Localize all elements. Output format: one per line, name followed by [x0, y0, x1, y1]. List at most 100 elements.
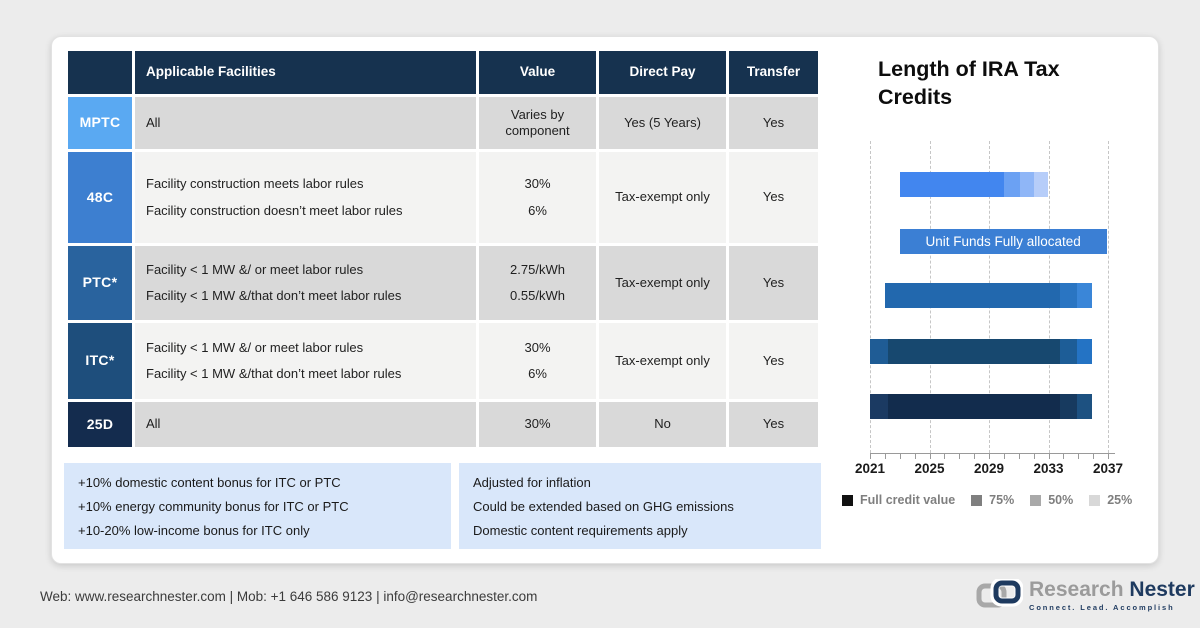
facility-line: All	[146, 114, 161, 130]
legend-label: 75%	[989, 493, 1015, 507]
axis-tick	[974, 453, 976, 459]
value-line: 30%	[524, 339, 551, 355]
facilities-cell: All	[135, 402, 476, 447]
row-label: ITC*	[68, 323, 132, 399]
facility-line: Facility < 1 MW &/ or meet labor rules	[146, 261, 364, 277]
value-line: 6%	[528, 202, 547, 218]
bar-segment-full	[899, 172, 1004, 197]
note-line: Could be extended based on GHG emissions	[473, 498, 734, 514]
axis-tick	[1078, 453, 1080, 459]
bar-segment-full	[884, 283, 1061, 308]
value-line: 30%	[524, 176, 551, 192]
axis-tick	[959, 453, 961, 459]
legend-label: Full credit value	[860, 493, 956, 507]
bar-segment-75%	[1060, 394, 1077, 419]
axis-year-label: 2029	[973, 461, 1005, 476]
value-cell: 30% 6%	[479, 323, 596, 399]
facilities-cell: Facility < 1 MW &/ or meet labor rules Fa…	[135, 246, 476, 320]
column-header: Direct Pay	[599, 51, 726, 94]
facility-line: Facility construction doesn’t meet labor…	[146, 202, 403, 218]
axis-tick	[1063, 453, 1065, 459]
axis-tick	[884, 453, 886, 459]
x-axis-line	[870, 453, 1115, 454]
note-line: +10-20% low-income bonus for ITC only	[78, 522, 310, 538]
note-line: Adjusted for inflation	[473, 474, 591, 490]
facility-line: Facility < 1 MW &/ or meet labor rules	[146, 339, 364, 355]
axis-tick	[1018, 453, 1020, 459]
research-nester-logo: Research Nester Connect. Lead. Accomplis…	[975, 577, 1195, 615]
direct-pay-cell: Tax-exempt only	[599, 323, 726, 399]
credit-bar-mptc	[899, 172, 1049, 197]
bar-segment-full	[899, 229, 1107, 254]
bar-inner-label: Unit Funds Fully allocated	[925, 234, 1081, 249]
axis-tick	[914, 453, 916, 459]
axis-tick	[899, 453, 901, 459]
gridline	[870, 141, 871, 453]
credit-bar-48c: Unit Funds Fully allocated	[899, 229, 1107, 254]
transfer-cell: Yes	[729, 323, 818, 399]
chain-links-icon	[975, 577, 1024, 615]
legend-item: 50%	[1030, 493, 1073, 507]
row-label: 48C	[68, 152, 132, 243]
bar-segment-phase-in	[870, 339, 888, 364]
value-cell: 30% 6%	[479, 152, 596, 243]
legend-swatch	[971, 494, 983, 506]
transfer-cell: Yes	[729, 246, 818, 320]
gridline	[1108, 141, 1109, 453]
facility-line: Facility < 1 MW &/that don’t meet labor …	[146, 366, 402, 381]
value-line: 6%	[528, 366, 547, 381]
bar-segment-25%	[1033, 172, 1049, 197]
logo-text: Research Nester Connect. Lead. Accomplis…	[1029, 579, 1195, 612]
axis-tick	[1093, 453, 1095, 459]
note-line: +10% energy community bonus for ITC or P…	[78, 498, 349, 514]
axis-year-label: 2021	[854, 461, 886, 476]
logo-word-research: Research	[1029, 578, 1124, 601]
facility-line: Facility construction meets labor rules	[146, 176, 364, 192]
bar-segment-75%	[1003, 172, 1021, 197]
legend-item: Full credit value	[842, 493, 955, 507]
note-line: Domestic content requirements apply	[473, 522, 688, 538]
table-row: 25D All 30% No Yes	[68, 402, 818, 447]
credit-bar-itc	[870, 339, 1092, 364]
logo-wordmark: Research Nester	[1029, 579, 1195, 600]
direct-pay-cell: Yes (5 Years)	[599, 97, 726, 149]
legend-item: 25%	[1089, 493, 1132, 507]
chart-legend: Full credit value 75% 50% 25%	[842, 493, 1132, 507]
legend-item: 75%	[971, 493, 1014, 507]
value-line: Varies by component	[505, 106, 570, 138]
legend-label: 50%	[1048, 493, 1074, 507]
transfer-cell: Yes	[729, 402, 818, 447]
axis-year-label: 2025	[914, 461, 945, 476]
logo-tagline: Connect. Lead. Accomplish	[1029, 603, 1175, 612]
direct-pay-cell: No	[599, 402, 726, 447]
column-header: Transfer	[729, 51, 818, 94]
logo-word-nester: Nester	[1129, 578, 1195, 601]
facility-line: All	[146, 416, 161, 432]
bar-segment-50%	[1076, 394, 1092, 419]
note-line: +10% domestic content bonus for ITC or P…	[78, 474, 341, 490]
facilities-cell: All	[135, 97, 476, 149]
value-line: 2.75/kWh	[510, 261, 565, 277]
axis-tick	[989, 453, 990, 459]
chart-plot: 2021 2025 2029 2033 2037 Unit Funds Fully all…	[855, 141, 1123, 481]
row-label: 25D	[68, 402, 132, 447]
direct-pay-cell: Tax-exempt only	[599, 152, 726, 243]
column-header: Value	[479, 51, 596, 94]
bar-segment-full	[887, 339, 1061, 364]
column-header	[68, 51, 132, 94]
legend-label: 25%	[1107, 493, 1133, 507]
bar-segment-75%	[1060, 283, 1077, 308]
table-header-row: Applicable Facilities Value Direct Pay Tran…	[68, 51, 818, 94]
bonus-notes-box: +10% domestic content bonus for ITC or P…	[64, 463, 451, 549]
bar-segment-50%	[1076, 283, 1092, 308]
table-row: PTC* Facility < 1 MW &/ or meet labor rul…	[68, 246, 818, 320]
content-card: Applicable Facilities Value Direct Pay Tran…	[51, 36, 1159, 564]
direct-pay-cell: Tax-exempt only	[599, 246, 726, 320]
axis-tick	[1048, 453, 1050, 459]
value-cell: 2.75/kWh 0.55/kWh	[479, 246, 596, 320]
transfer-cell: Yes	[729, 97, 818, 149]
axis-year-label: 2033	[1033, 461, 1064, 476]
conditions-notes-box: Adjusted for inflation Could be extended…	[459, 463, 821, 549]
axis-tick	[929, 453, 931, 459]
